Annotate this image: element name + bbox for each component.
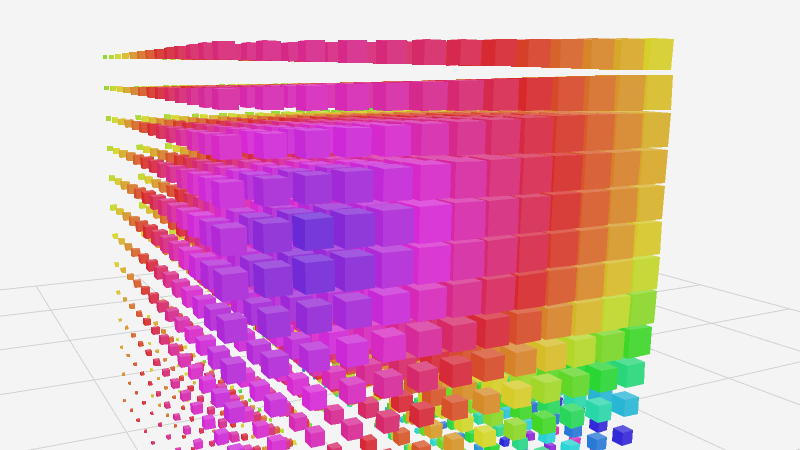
- instanced-cube-field: [103, 38, 674, 450]
